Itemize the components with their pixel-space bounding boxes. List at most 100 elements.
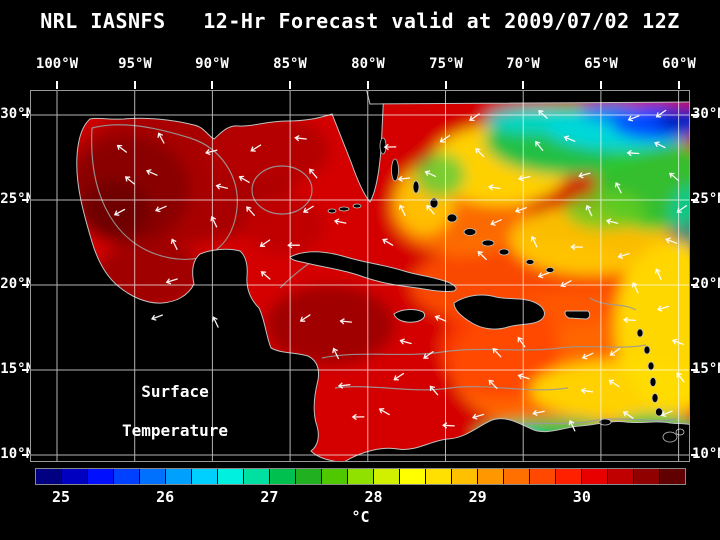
lat-label-right-15n: 15°N <box>692 361 720 377</box>
wind-arrow <box>434 315 447 322</box>
wind-arrow <box>626 150 640 157</box>
map-frame <box>30 90 690 462</box>
wind-arrow <box>238 175 250 183</box>
wind-arrow <box>351 413 365 420</box>
colorbar-cell-1 <box>62 469 87 484</box>
colorbar-cell-0 <box>36 469 61 484</box>
lat-label-right-10n: 10°N <box>692 446 720 462</box>
island-hispaniola <box>453 294 545 330</box>
colorbar-cell-19 <box>530 469 555 484</box>
wind-arrow <box>302 205 314 213</box>
colorbar-cell-14 <box>400 469 425 484</box>
wind-arrow <box>517 373 530 380</box>
wind-arrow <box>337 382 351 389</box>
colorbar-cell-9 <box>270 469 295 484</box>
lat-label-right-20n: 20°N <box>692 276 720 292</box>
lat-label-left-25n: 25°N <box>0 191 34 207</box>
island-jamaica <box>393 309 426 323</box>
wind-arrow <box>608 379 620 388</box>
wind-arrow <box>614 182 622 194</box>
wind-arrow <box>568 419 576 432</box>
wind-arrow <box>333 218 347 225</box>
colorbar-tick-28: 28 <box>364 488 383 506</box>
wind-arrow <box>383 144 397 151</box>
landmass-south-america <box>343 418 690 462</box>
colorbar-cell-5 <box>166 469 191 484</box>
wind-arrow <box>469 113 480 122</box>
wind-arrow <box>563 135 576 142</box>
wind-arrow <box>578 172 591 179</box>
colorbar-cell-2 <box>88 469 113 484</box>
wind-arrow <box>116 144 128 153</box>
wind-arrow <box>150 314 163 321</box>
wind-arrow <box>399 338 412 345</box>
lat-label-left-10n: 10°N <box>0 446 34 462</box>
wind-arrow <box>518 175 531 182</box>
island-puerto-rico <box>564 310 591 320</box>
variable-label: Surface Temperature <box>90 382 260 440</box>
landmass-north-central-america <box>30 90 385 462</box>
wind-arrow <box>660 410 673 417</box>
wind-arrow <box>537 272 550 279</box>
lon-label-70w: 70°W <box>506 56 540 72</box>
wind-arrow <box>477 250 487 261</box>
colorbar <box>35 468 686 485</box>
colorbar-cell-4 <box>140 469 165 484</box>
wind-arrow <box>260 271 271 280</box>
colorbar-cell-21 <box>582 469 607 484</box>
wind-arrow <box>665 237 678 244</box>
wind-arrow <box>676 372 685 383</box>
lon-label-60w: 60°W <box>662 56 696 72</box>
wind-arrow <box>656 305 670 312</box>
wind-arrow <box>205 149 218 156</box>
island-cuba <box>289 251 457 292</box>
lat-label-left-30n: 30°N <box>0 106 34 122</box>
axis-tick <box>367 81 369 89</box>
surface-label: Surface <box>141 382 209 401</box>
wind-arrow <box>294 135 307 142</box>
wind-arrow <box>517 336 526 348</box>
wind-arrow <box>570 243 583 250</box>
vector-arrows <box>113 109 688 432</box>
wind-arrow <box>250 144 262 152</box>
axis-tick <box>691 114 698 116</box>
lon-label-80w: 80°W <box>351 56 385 72</box>
wind-arrow <box>145 169 158 176</box>
axis-tick <box>600 81 602 89</box>
wind-arrow <box>609 348 621 356</box>
temperature-label: Temperature <box>122 421 228 440</box>
colorbar-cell-12 <box>348 469 373 484</box>
wind-arrow <box>631 281 639 294</box>
colorbar-cell-8 <box>244 469 269 484</box>
wind-arrow <box>157 132 165 144</box>
islands-lesser-antilles <box>598 328 685 443</box>
wind-arrow <box>426 204 435 215</box>
wind-arrow <box>538 110 548 119</box>
axis-tick <box>678 81 680 89</box>
model-domain-boundary <box>365 90 690 105</box>
colorbar-cell-3 <box>114 469 139 484</box>
wind-arrow <box>490 219 502 226</box>
axis-tick <box>22 114 29 116</box>
colorbar-tick-30: 30 <box>572 488 591 506</box>
wind-arrow <box>332 347 340 360</box>
colorbar-cell-16 <box>452 469 477 484</box>
wind-arrow <box>676 205 688 213</box>
graticule <box>30 90 690 462</box>
lon-label-90w: 90°W <box>195 56 229 72</box>
colorbar-tick-25: 25 <box>52 488 71 506</box>
wind-arrow <box>655 109 667 118</box>
wind-arrow <box>627 115 640 122</box>
wind-arrow <box>212 316 219 328</box>
land-layer <box>30 90 690 462</box>
sst-field-svg <box>30 90 690 462</box>
colorbar-cell-7 <box>218 469 243 484</box>
axis-tick <box>22 284 29 286</box>
lon-label-65w: 65°W <box>584 56 618 72</box>
lat-label-left-20n: 20°N <box>0 276 34 292</box>
wind-arrow <box>514 207 527 214</box>
colorbar-cell-10 <box>296 469 321 484</box>
wind-arrow <box>113 208 126 216</box>
axis-tick <box>22 369 29 371</box>
wind-arrow <box>423 351 434 359</box>
